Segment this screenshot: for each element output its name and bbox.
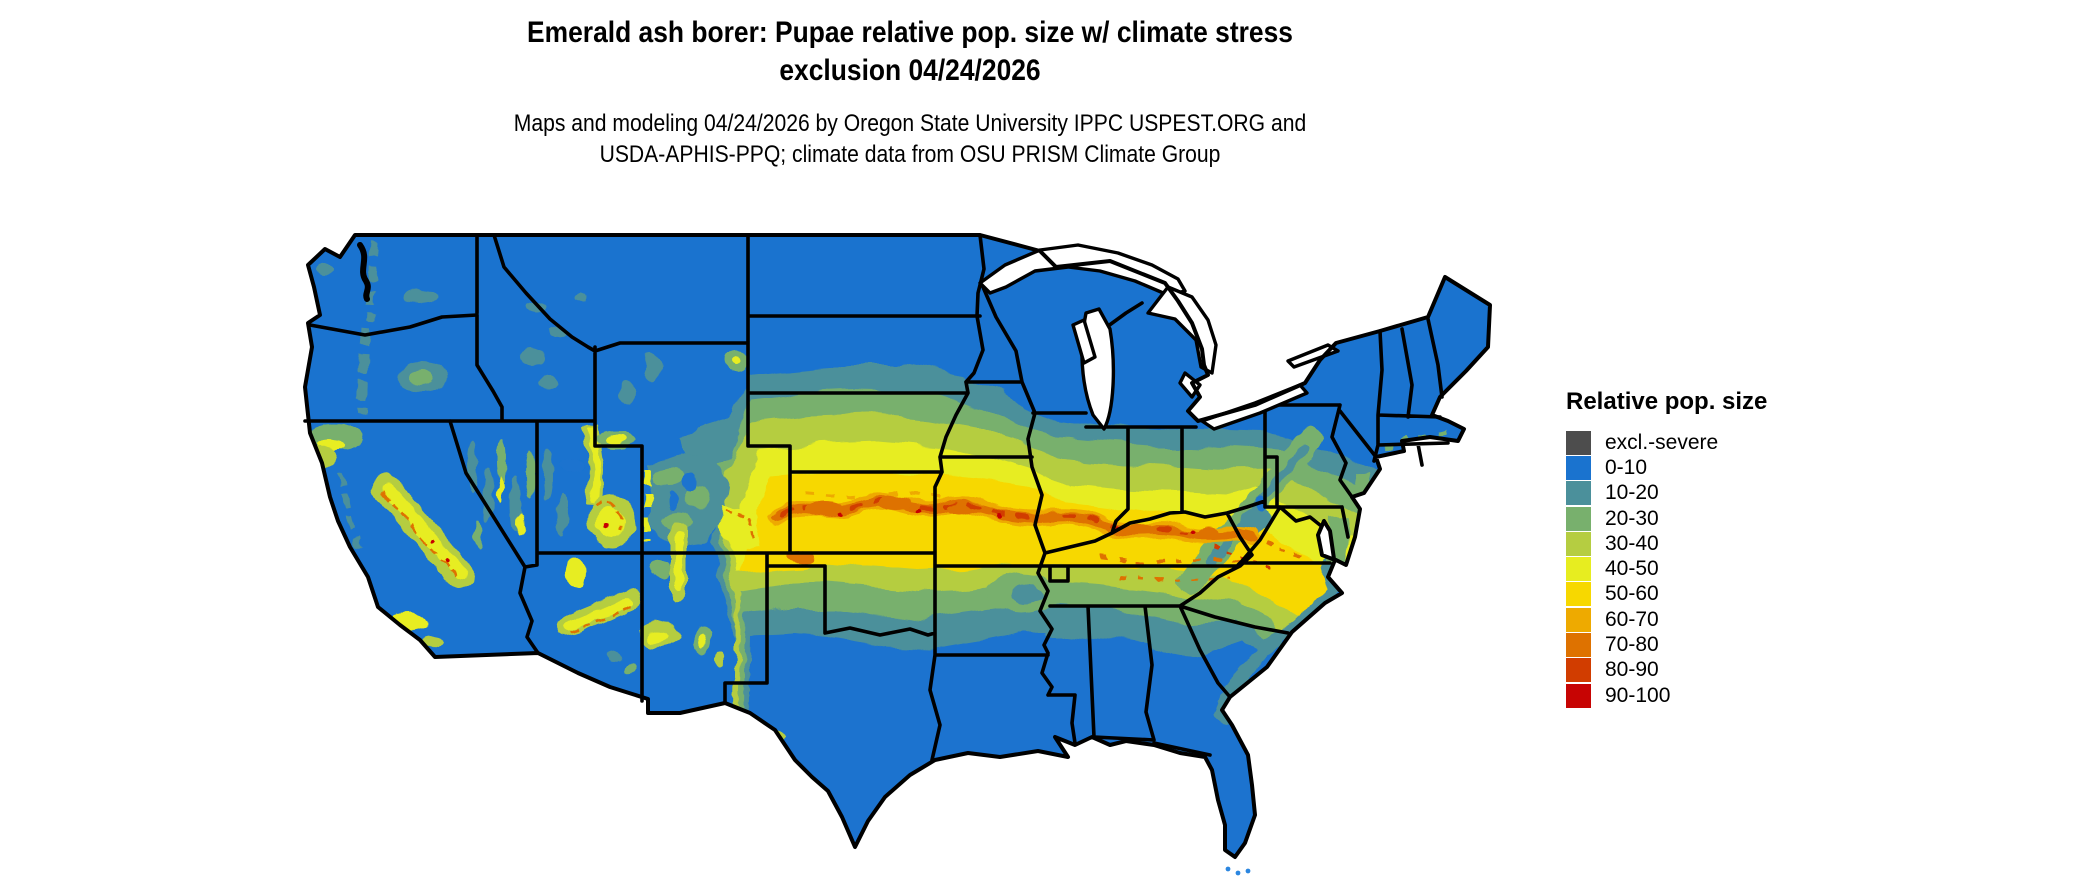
map-area — [280, 225, 1540, 880]
arizona-new-mexico-mountains — [556, 522, 785, 743]
legend-label: 0-10 — [1605, 455, 1648, 479]
map-title-line2: exclusion 04/24/2026 — [779, 54, 1041, 87]
orange-blob-in — [1129, 523, 1155, 535]
legend-label: 40-50 — [1605, 557, 1659, 581]
orange-blob-ks-3 — [947, 503, 973, 515]
legend-items: excl.-severe 0-10 10-20 20-30 30-40 40-50 50-6… — [1566, 430, 1896, 708]
map-title-line1: Emerald ash borer: Pupae relative pop. s… — [527, 16, 1293, 49]
ca-coast-range-teal — [337, 472, 363, 556]
or-cascades-teal — [357, 326, 371, 414]
legend-label: 10-20 — [1605, 481, 1659, 505]
hot-core-streaks — [429, 491, 1301, 583]
legend-label: 30-40 — [1605, 531, 1659, 555]
lake-ontario — [1286, 343, 1340, 369]
orange-blob-ks-2 — [878, 496, 912, 510]
legend-swatch — [1566, 430, 1591, 455]
sierra-nevada-yellow — [381, 482, 467, 580]
legend-swatch — [1566, 582, 1591, 607]
legend-title: Relative pop. size — [1566, 388, 1768, 415]
puget-sound — [357, 242, 371, 302]
legend-swatch — [1566, 683, 1591, 708]
wa-central-teal — [404, 290, 436, 304]
legend-swatch — [1566, 506, 1591, 531]
legend-row: 60-70 — [1566, 607, 1896, 632]
state-borders — [303, 233, 1450, 762]
green-bay — [1071, 318, 1097, 365]
map-subtitle-line1: Maps and modeling 04/24/2026 by Oregon S… — [513, 110, 1307, 137]
legend-swatch — [1566, 531, 1591, 556]
great-salt-lake — [560, 458, 584, 472]
legend-row: 20-30 — [1566, 506, 1896, 531]
legend-label: 20-30 — [1605, 506, 1659, 530]
orange-blob-mo — [1038, 512, 1062, 522]
legend-swatch — [1566, 557, 1591, 582]
title-block: Emerald ash borer: Pupae relative pop. s… — [109, 14, 1711, 170]
blueridge-orange-flecks — [1214, 545, 1281, 573]
legend-row: 90-100 — [1566, 683, 1896, 708]
legend-row: 10-20 — [1566, 481, 1896, 506]
map-subtitle-line2: USDA-APHIS-PPQ; climate data from OSU PR… — [599, 141, 1221, 168]
sierra-orange-contour — [381, 490, 457, 578]
legend-row: 50-60 — [1566, 582, 1896, 607]
legend-swatch — [1566, 455, 1591, 480]
legend-swatch — [1566, 658, 1591, 683]
legend-swatch — [1566, 633, 1591, 658]
legend-row: 0-10 — [1566, 455, 1896, 480]
florida-keys-dots — [1225, 866, 1251, 876]
legend-row: 40-50 — [1566, 556, 1896, 582]
legend-swatch — [1566, 607, 1591, 632]
legend-row: 70-80 — [1566, 632, 1896, 658]
lake-huron — [1146, 285, 1218, 375]
blue-mountains-green — [411, 370, 433, 384]
orange-blob-oh — [1199, 526, 1221, 536]
legend-row: 80-90 — [1566, 658, 1896, 683]
ky-tn-orange-flecks — [1099, 555, 1256, 565]
legend: Relative pop. size excl.-severe 0-10 10-20… — [1566, 388, 1896, 708]
us-map — [303, 233, 1492, 876]
legend-swatch — [1566, 481, 1591, 506]
legend-label: 70-80 — [1605, 633, 1659, 657]
legend-label: 50-60 — [1605, 582, 1659, 606]
subtitle-block: Maps and modeling 04/24/2026 by Oregon S… — [109, 108, 1711, 170]
legend-label: excl.-severe — [1605, 430, 1719, 454]
orange-blob-ks-1 — [805, 501, 845, 517]
legend-label: 80-90 — [1605, 658, 1659, 682]
ozark-teal — [1010, 586, 1042, 604]
olympics-teal — [317, 263, 333, 275]
western-mountains — [305, 242, 785, 743]
utah-mountains — [543, 423, 636, 546]
legend-label: 90-100 — [1605, 683, 1671, 707]
wv-highlands-teal — [1239, 508, 1271, 532]
legend-row: excl.-severe — [1566, 430, 1896, 455]
northern-rockies-specks — [520, 293, 748, 405]
us-outline — [303, 233, 1492, 859]
colorado-rockies — [643, 453, 760, 549]
tn-orange-flecks-2 — [1119, 575, 1231, 583]
legend-label: 60-70 — [1605, 607, 1659, 631]
legend-row: 30-40 — [1566, 531, 1896, 556]
va-orange-flecks — [1234, 528, 1301, 559]
ne-ia-orange-flecks — [804, 491, 941, 499]
